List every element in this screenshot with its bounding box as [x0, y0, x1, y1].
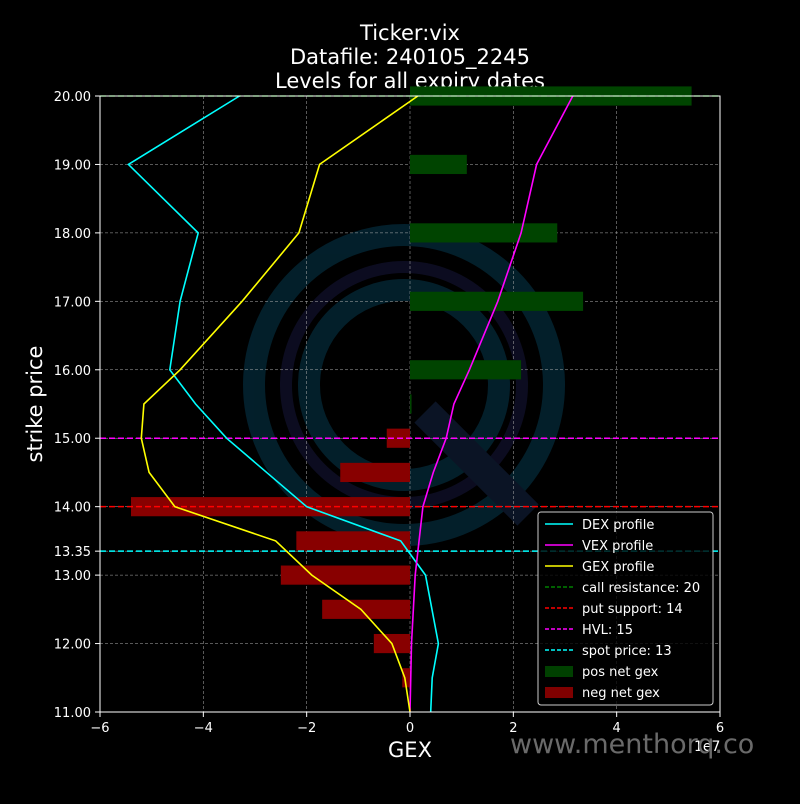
logo-tail: [414, 401, 539, 526]
x-tick-label: 4: [613, 721, 621, 736]
legend-label: pos net gex: [582, 665, 659, 680]
neg-net-gex-bar: [340, 462, 410, 483]
pos-net-gex-bar: [410, 223, 558, 243]
x-axis-label: GEX: [388, 738, 432, 762]
y-tick-label: 11.00: [54, 706, 91, 721]
dex-profile-line: [127, 95, 440, 713]
y-axis-ticks: 11.00 12.00 13.00 13.35 14.00 15.00 16.00 17.00…: [54, 90, 100, 721]
legend-label: spot price: 13: [582, 644, 672, 659]
pos-net-gex-bar: [410, 394, 412, 414]
vex-profile-line: [409, 95, 574, 713]
y-tick-label: 12.00: [54, 638, 91, 653]
neg-net-gex-bar: [402, 668, 410, 688]
x-tick-label: −4: [194, 721, 213, 736]
legend-items: DEX profile VEX profile GEX profile call re…: [545, 518, 700, 701]
legend-label: GEX profile: [582, 560, 654, 575]
legend-label: VEX profile: [582, 539, 653, 554]
legend-label: HVL: 15: [582, 623, 633, 638]
gex-profile-line: [140, 95, 419, 713]
x-tick-label: 6: [716, 721, 724, 736]
y-tick-label: 13.00: [54, 569, 91, 584]
x-tick-label: 0: [406, 721, 414, 736]
neg-net-gex-bar: [296, 531, 410, 551]
y-tick-label: 13.35: [54, 545, 91, 560]
y-tick-label: 16.00: [54, 364, 91, 379]
neg-net-gex-bar: [131, 497, 410, 517]
pos-net-gex-bar: [410, 291, 584, 311]
legend-frame: [537, 511, 714, 706]
net-gex-bars: [131, 86, 692, 688]
watermark-text: www.menthorq.co: [510, 729, 754, 760]
chart-title: Ticker:vix Datafile: 240105_2245 Levels …: [275, 21, 545, 93]
legend-swatch-patch: [545, 687, 573, 698]
y-axis-label: strike price: [23, 346, 47, 463]
legend: DEX profile VEX profile GEX profile call re…: [537, 511, 714, 706]
x-tick-label: −2: [297, 721, 316, 736]
profile-lines: [127, 95, 574, 713]
legend-label: DEX profile: [582, 518, 654, 533]
y-tick-label: 15.00: [54, 432, 91, 447]
y-tick-label: 14.00: [54, 501, 91, 516]
x-tick-label: 2: [509, 721, 517, 736]
pos-net-gex-bar: [410, 154, 467, 175]
legend-label: call resistance: 20: [582, 581, 700, 596]
neg-net-gex-bar: [280, 565, 410, 585]
x-axis-ticks: −6 −4 −2 0 2 4 6: [90, 712, 724, 736]
title-line-2: Datafile: 240105_2245: [290, 45, 530, 70]
y-tick-label: 17.00: [54, 295, 91, 310]
legend-swatch-patch: [545, 666, 573, 677]
y-tick-label: 18.00: [54, 227, 91, 242]
neg-net-gex-bar: [322, 599, 410, 619]
pos-net-gex-bar: [410, 360, 522, 380]
legend-label: put support: 14: [582, 602, 683, 617]
x-tick-label: −6: [90, 721, 109, 736]
x-axis-multiplier: 1e7: [694, 739, 720, 755]
y-tick-label: 19.00: [54, 158, 91, 173]
y-tick-label: 20.00: [54, 90, 91, 105]
legend-label: neg net gex: [582, 686, 660, 701]
title-line-1: Ticker:vix: [359, 21, 460, 45]
